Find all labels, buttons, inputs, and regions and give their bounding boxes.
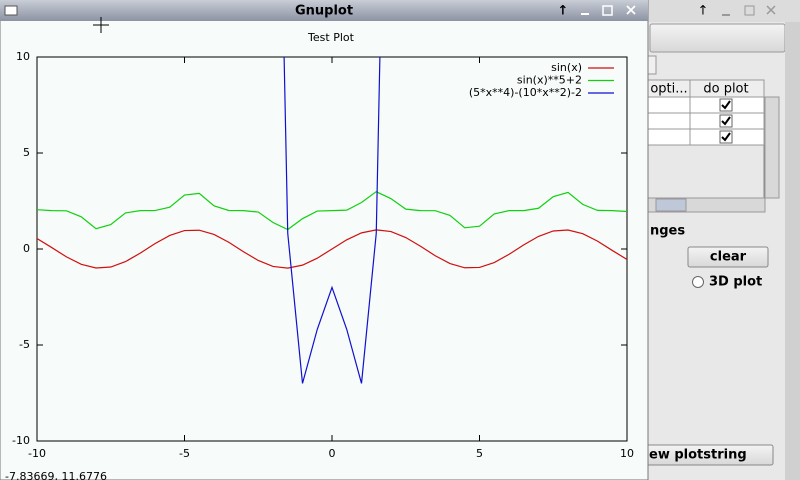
check [721,100,731,110]
background-titlebar [648,0,800,22]
background-panel [648,0,800,480]
bg-clear-label[interactable]: clear [710,250,747,265]
bg-radio[interactable] [692,276,704,288]
check [721,116,731,126]
x-tick-label: 0 [329,447,336,460]
legend-label: sin(x) [551,61,582,74]
bg-header: opti... [650,82,687,97]
bg-up-icon[interactable]: ↑ [698,4,709,19]
bg-close-icon[interactable] [766,5,776,15]
x-tick-label: 10 [620,447,634,460]
y-tick-label: 0 [23,242,30,255]
y-tick-label: 10 [16,50,30,63]
bg-plotstring-label[interactable]: ew plotstring [649,448,747,463]
bg-tab[interactable] [647,55,657,75]
bg-radio-label[interactable]: 3D plot [709,275,762,290]
bg-minimize-icon[interactable] [722,14,730,16]
window-frame [0,0,649,480]
status-coords: -7.83669, 11.6776 [5,470,107,480]
x-tick-label: -5 [179,447,190,460]
legend-label: (5*x**4)-(10*x**2)-2 [469,86,582,99]
series-line [283,57,381,384]
y-tick-label: -10 [12,434,30,447]
x-tick-label: -10 [28,447,46,460]
plot: -10 -5 0 5 10 -10 -5 0 5 10 sin(x)sin(x)**5+2(5*x*… [12,50,634,460]
chart-title: Test Plot [307,31,355,44]
bg-section-label: nges [650,224,685,239]
bg-checkboxes [719,98,733,144]
bg-clear-button[interactable] [687,246,769,268]
y-tick-label: 5 [23,146,30,159]
x-tick-label: 5 [476,447,483,460]
bg-maximize-icon[interactable] [744,5,755,16]
series-line [37,190,627,231]
cursor [93,17,109,33]
legend-label: sin(x)**5+2 [517,74,582,87]
bg-edge [785,22,800,480]
window-title: Gnuplot [295,4,353,19]
gnuplot-window: Gnuplot ↑ -7.83669, 11.6776 [0,0,649,480]
minimize-icon[interactable] [581,13,589,15]
bg-hscroll-thumb[interactable] [655,198,687,212]
bg-vscroll[interactable] [764,96,780,199]
titlebar [0,0,648,21]
close-icon[interactable] [626,5,636,15]
bg-rows [647,96,765,146]
background-window: ↑ opti... do plot nges clear 3D plot [639,0,800,480]
window-menu-icon[interactable] [4,5,18,16]
y-tick-label: -5 [19,338,30,351]
bg-wide-button[interactable] [649,23,786,53]
up-icon[interactable]: ↑ [558,4,569,19]
maximize-icon[interactable] [602,5,613,16]
check [721,132,731,142]
bg-header: do plot [703,82,748,97]
series-line [37,229,627,269]
